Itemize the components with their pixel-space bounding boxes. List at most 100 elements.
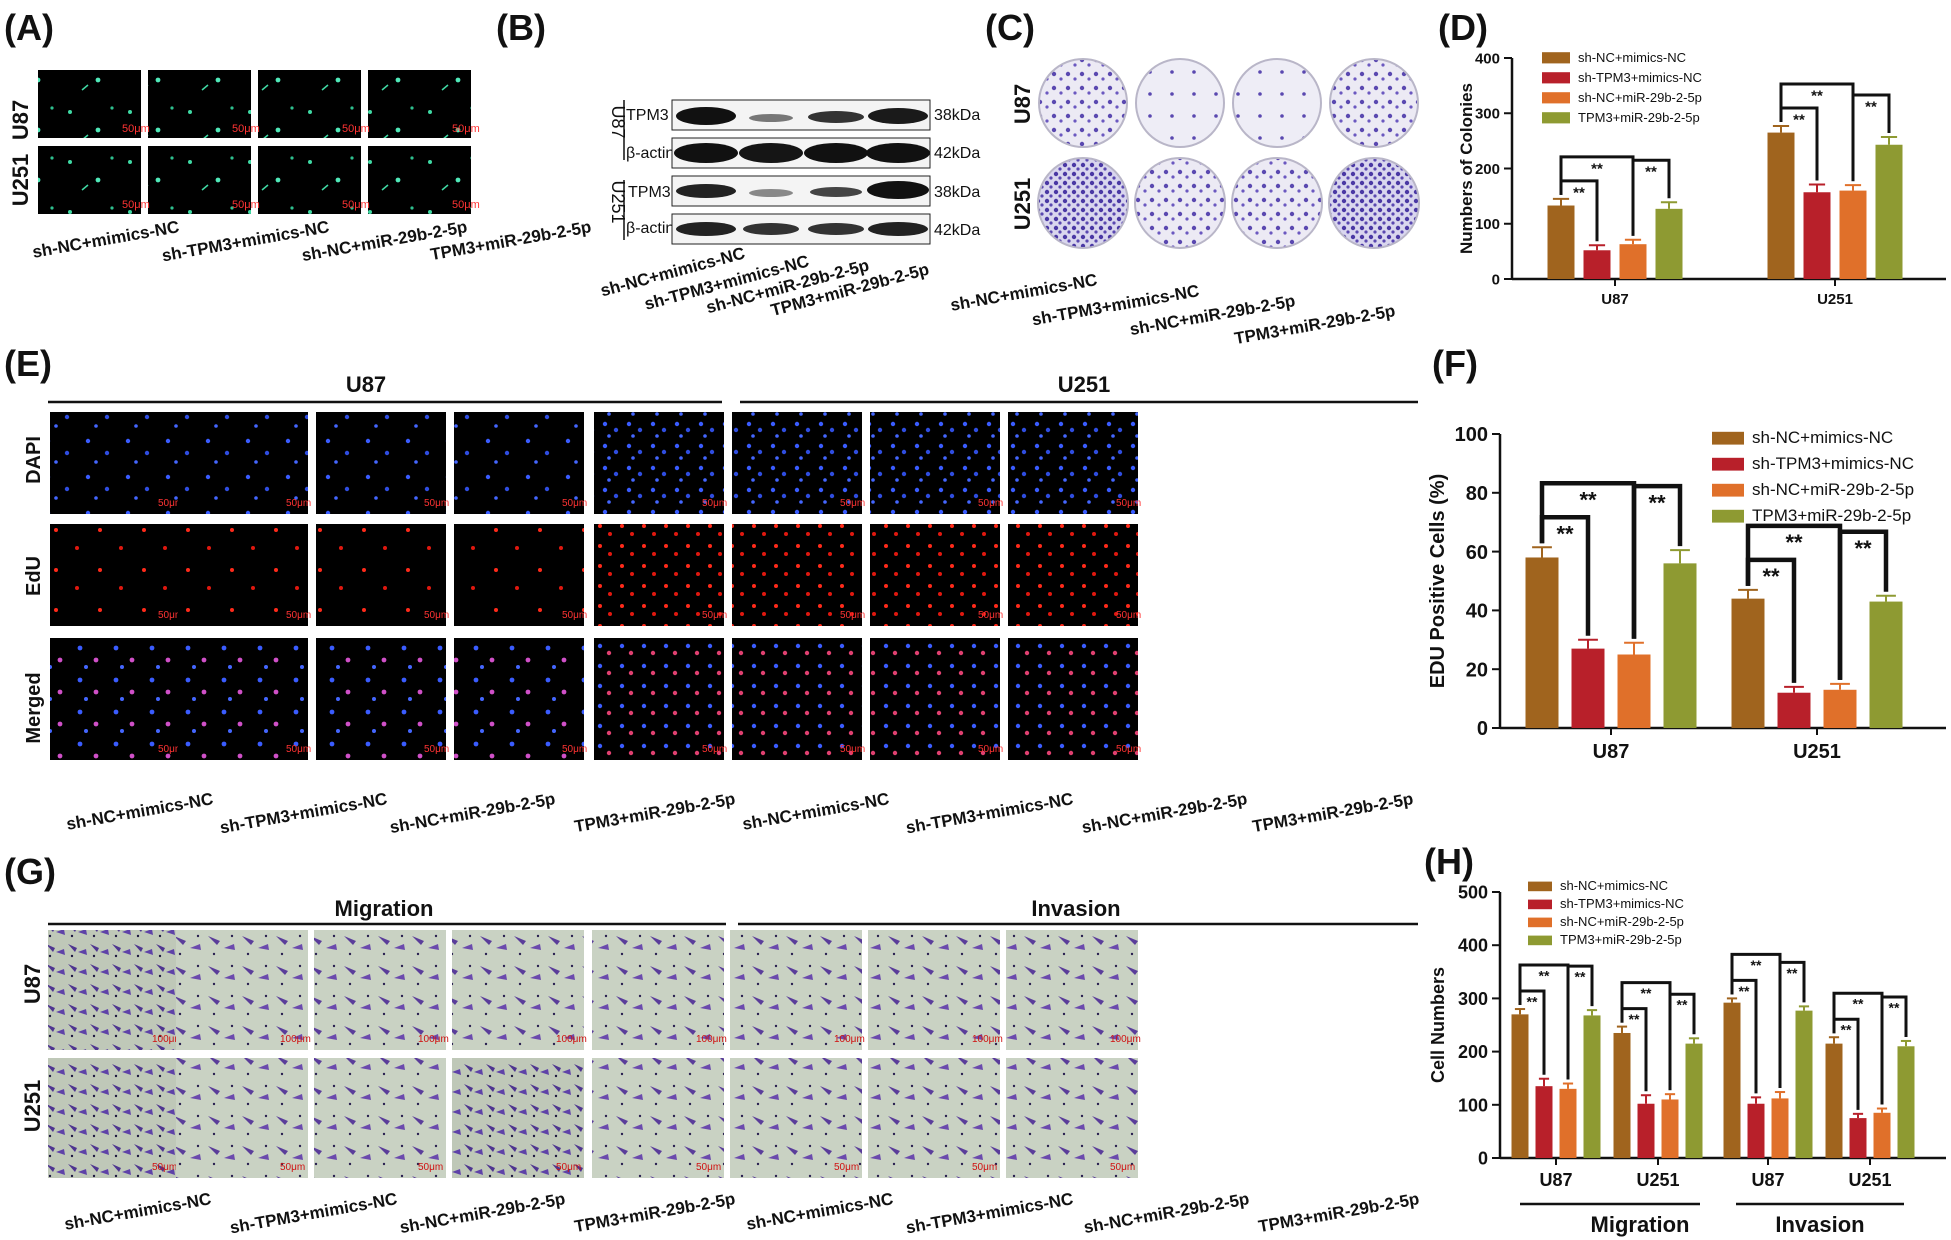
significance-label: **	[1841, 1022, 1852, 1038]
panel-letter-d: (D)	[1438, 7, 1488, 48]
legend-label: sh-NC+mimics-NC	[1578, 50, 1686, 65]
significance-label: **	[1785, 530, 1803, 555]
scale-bar-label: 50μm	[972, 1162, 997, 1173]
y-tick-label: 40	[1466, 601, 1488, 623]
significance-label: **	[1853, 996, 1864, 1012]
bar	[1583, 1015, 1601, 1158]
scale-bar-label: 50μm	[1110, 1162, 1135, 1173]
scale-bar-label: 50μm	[702, 498, 727, 509]
row-label-merged: Merged	[23, 672, 45, 743]
micrograph	[258, 70, 361, 138]
scale-bar-label: 50μm	[978, 498, 1003, 509]
edu-micrograph-grid: 50μm 50μm 50μm 50μm 50μm 50μm 50μm 50μm 50μm 50μm…	[50, 412, 1141, 760]
y-axis-label: EDU Positive Cells (%)	[1427, 474, 1449, 689]
colony-plate	[1135, 58, 1225, 148]
bar	[1747, 1103, 1765, 1158]
micrograph	[50, 638, 180, 760]
significance-label: **	[1648, 490, 1666, 515]
bar	[1875, 144, 1903, 279]
significance-label: **	[1539, 967, 1550, 983]
section-header-u87: U87	[346, 372, 386, 397]
legend-label: sh-NC+miR-29b-2-5p	[1560, 914, 1684, 929]
bar	[1723, 1002, 1741, 1158]
significance-label: **	[1591, 160, 1603, 177]
chart-colonies: 0 100 200 300 400 Numbers of Colonies U87 ** ** *…	[1457, 50, 1946, 308]
significance-bracket	[1631, 483, 1683, 639]
scale-bar-label: 50μm	[122, 123, 150, 135]
y-tick-label: 300	[1475, 106, 1500, 123]
micrograph	[38, 146, 141, 214]
scale-bar-label: 100μm	[280, 1034, 311, 1045]
scale-bar-label: 50μm	[280, 1162, 305, 1173]
legend-swatch	[1712, 483, 1744, 497]
scale-bar-label: 50μm	[1116, 744, 1141, 755]
row-label-u87: U87	[1010, 84, 1035, 124]
group-label: sh-NC+mimics-NC	[741, 789, 891, 834]
group-label: sh-TPM3+mimics-NC	[904, 1189, 1074, 1237]
significance-label: **	[1793, 111, 1805, 128]
legend-label: sh-NC+miR-29b-2-5p	[1752, 480, 1914, 499]
significance-label: **	[1573, 184, 1585, 201]
x-tick-label: U251	[1848, 1170, 1891, 1190]
scale-bar-label: 50μm	[840, 610, 865, 621]
micrograph	[454, 524, 584, 626]
bar	[1613, 1032, 1631, 1158]
blot-bands	[674, 107, 930, 236]
group-label: sh-NC+miR-29b-2-5p	[398, 1189, 566, 1237]
kda-label: 38kDa	[934, 107, 980, 124]
y-tick-label: 100	[1455, 424, 1488, 446]
panel-letter-c: (C)	[985, 7, 1035, 48]
micrograph	[1006, 930, 1138, 1050]
bar	[1767, 132, 1795, 279]
y-axis-label: Numbers of Colonies	[1457, 83, 1476, 254]
micrograph	[178, 412, 308, 514]
y-tick-label: 80	[1466, 483, 1488, 505]
significance-label: **	[1811, 87, 1823, 104]
significance-label: **	[1641, 985, 1652, 1001]
significance-label: **	[1865, 99, 1877, 116]
significance-label: **	[1645, 164, 1657, 181]
group-label: TPM3+miR-29b-2-5p	[573, 1189, 737, 1236]
bar	[1803, 192, 1831, 279]
colony-plate	[1038, 58, 1128, 148]
bar	[1661, 1099, 1679, 1158]
significance-label: **	[1527, 993, 1538, 1009]
group-label: sh-NC+miR-29b-2-5p	[388, 789, 556, 837]
bar	[1731, 598, 1765, 728]
legend-swatch	[1712, 431, 1744, 445]
bar	[1897, 1046, 1915, 1158]
y-tick-label: 500	[1458, 882, 1488, 902]
scale-bar-label: 50μm	[232, 199, 260, 211]
legend-swatch	[1528, 917, 1552, 928]
scale-bar-label: 100μm	[696, 1034, 727, 1045]
micrograph	[870, 412, 1000, 514]
significance-label: **	[1579, 487, 1597, 512]
micrograph	[178, 524, 308, 626]
group-label: TPM3+miR-29b-2-5p	[1257, 1189, 1421, 1236]
kda-label: 42kDa	[934, 222, 980, 239]
significance-label: **	[1556, 521, 1574, 546]
bar	[1637, 1103, 1655, 1158]
micrograph	[452, 930, 584, 1050]
bar	[1617, 654, 1651, 728]
micrograph	[38, 70, 141, 138]
scale-bar-label: 50μm	[562, 744, 587, 755]
legend-label: TPM3+miR-29b-2-5p	[1578, 110, 1700, 125]
colony-plate	[1037, 157, 1129, 249]
transwell-micrograph-grid: 100μm 100μm 100μm 100μm 100μm 100μm 100μm 100μm…	[48, 930, 1141, 1178]
group-label: Migration	[1591, 1212, 1690, 1237]
legend-swatch	[1712, 509, 1744, 523]
scale-bar-label: 50μm	[696, 1162, 721, 1173]
significance-label: **	[1762, 564, 1780, 589]
scale-bar-label: 50μm	[418, 1162, 443, 1173]
significance-label: **	[1751, 957, 1762, 973]
bar	[1525, 557, 1559, 728]
scale-bar-label: 50μm	[978, 610, 1003, 621]
x-tick-label: U251	[1817, 291, 1853, 308]
micrograph	[148, 70, 251, 138]
y-tick-label: 400	[1475, 50, 1500, 67]
scale-bar-label: 50μm	[562, 498, 587, 509]
significance-label: **	[1739, 983, 1750, 999]
